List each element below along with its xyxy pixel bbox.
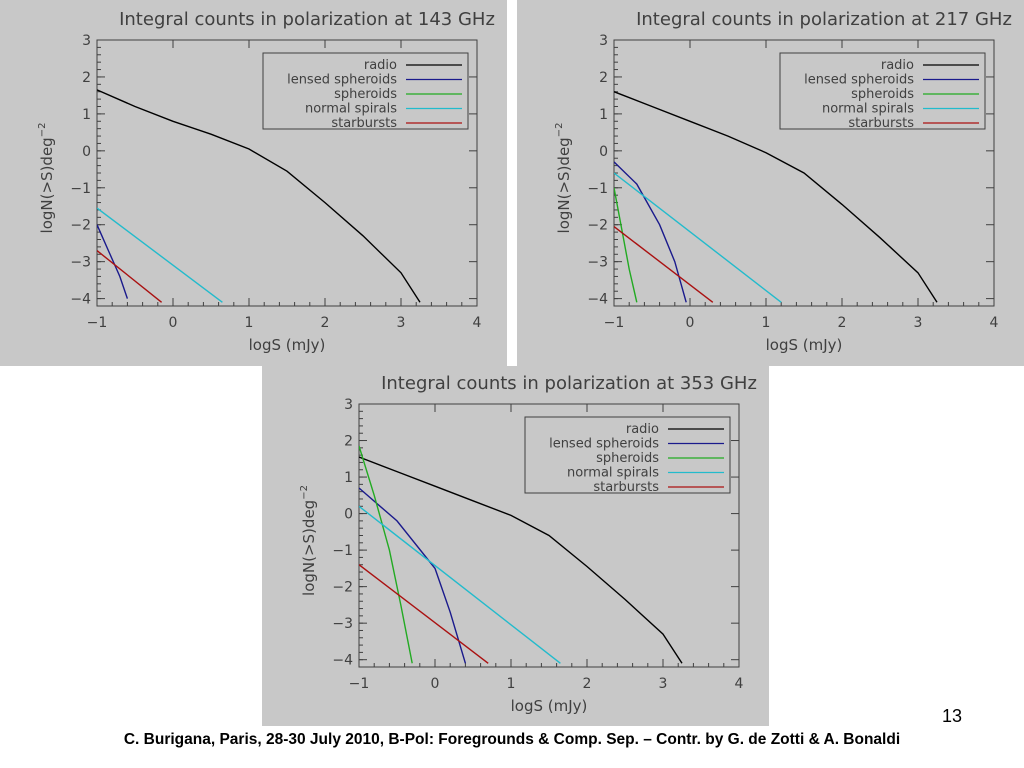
- y-tick-label: 2: [82, 70, 91, 86]
- legend-label-normal-spirals: normal spirals: [567, 466, 659, 481]
- legend-label-starbursts: starbursts: [848, 116, 914, 131]
- legend-box: [524, 416, 731, 494]
- x-tick-label: −1: [604, 315, 625, 331]
- y-tick-label: 3: [599, 33, 608, 49]
- legend-label-radio: radio: [881, 58, 914, 73]
- chart-panel-217ghz: Integral counts in polarization at 217 G…: [517, 0, 1024, 366]
- x-tick-label: 0: [169, 315, 178, 331]
- y-tick-label: 3: [344, 397, 353, 413]
- x-tick-label: −1: [87, 315, 108, 331]
- series-line-normal-spirals: [97, 207, 223, 303]
- x-tick-label: 1: [762, 315, 771, 331]
- x-tick-label: 3: [659, 676, 668, 692]
- legend-label-normal-spirals: normal spirals: [822, 102, 914, 117]
- y-tick-label: −3: [70, 255, 91, 271]
- chart-title: Integral counts in polarization at 217 G…: [636, 9, 1012, 30]
- y-tick-label: −1: [70, 181, 91, 197]
- series-line-starbursts: [359, 564, 489, 664]
- series-line-spheroids: [614, 187, 638, 303]
- chart-217ghz: Integral counts in polarization at 217 G…: [554, 9, 1012, 354]
- chart-353ghz: Integral counts in polarization at 353 G…: [299, 373, 757, 715]
- y-tick-label: 1: [344, 470, 353, 486]
- y-axis-label: logN(>S)deg−2: [299, 485, 318, 596]
- legend-label-spheroids: spheroids: [851, 87, 914, 102]
- x-tick-label: 2: [838, 315, 847, 331]
- legend-label-starbursts: starbursts: [593, 480, 659, 495]
- x-tick-label: 0: [686, 315, 695, 331]
- x-tick-label: 1: [507, 676, 516, 692]
- y-axis-label-exponent: −2: [299, 485, 310, 500]
- slide-number: 13: [941, 706, 962, 726]
- slide-footer: C. Burigana, Paris, 28-30 July 2010, B-P…: [123, 731, 901, 748]
- series-line-normal-spirals: [359, 505, 561, 664]
- y-tick-label: −2: [332, 580, 353, 596]
- chart-panel-353ghz: Integral counts in polarization at 353 G…: [262, 366, 769, 726]
- x-axis-label: logS (mJy): [249, 336, 326, 354]
- x-tick-label: 3: [397, 315, 406, 331]
- series-line-radio: [614, 91, 938, 303]
- y-tick-label: −2: [587, 218, 608, 234]
- x-tick-label: 4: [990, 315, 999, 331]
- chart-title: Integral counts in polarization at 353 G…: [381, 373, 757, 394]
- legend-box: [779, 52, 986, 130]
- legend-label-radio: radio: [364, 58, 397, 73]
- y-axis-label-exponent: −2: [37, 123, 48, 138]
- x-tick-label: 0: [431, 676, 440, 692]
- y-tick-label: −4: [587, 292, 608, 308]
- y-tick-label: 2: [344, 434, 353, 450]
- x-tick-label: 3: [914, 315, 923, 331]
- y-tick-label: −2: [70, 218, 91, 234]
- legend-label-lensed-spheroids: lensed spheroids: [804, 73, 914, 88]
- legend-label-radio: radio: [626, 422, 659, 437]
- y-axis-label-exponent: −2: [554, 123, 565, 138]
- series-line-lensed-spheroids: [614, 161, 687, 303]
- legend-label-lensed-spheroids: lensed spheroids: [287, 73, 397, 88]
- y-tick-label: −4: [332, 653, 353, 669]
- y-tick-label: 1: [599, 107, 608, 123]
- y-tick-label: 2: [599, 70, 608, 86]
- y-tick-label: −3: [587, 255, 608, 271]
- y-tick-label: 3: [82, 33, 91, 49]
- series-line-spheroids: [359, 445, 413, 664]
- legend-label-lensed-spheroids: lensed spheroids: [549, 437, 659, 452]
- x-tick-label: 1: [245, 315, 254, 331]
- x-tick-label: 4: [473, 315, 482, 331]
- legend-box: [262, 52, 469, 130]
- x-tick-label: 4: [735, 676, 744, 692]
- legend-label-normal-spirals: normal spirals: [305, 102, 397, 117]
- x-tick-label: 2: [321, 315, 330, 331]
- y-axis-label: logN(>S)deg−2: [554, 123, 573, 234]
- y-tick-label: 1: [82, 107, 91, 123]
- chart-title: Integral counts in polarization at 143 G…: [119, 9, 495, 30]
- y-tick-label: 0: [599, 144, 608, 160]
- series-line-lensed-spheroids: [359, 487, 467, 664]
- x-axis-label: logS (mJy): [511, 697, 588, 715]
- legend-label-spheroids: spheroids: [596, 451, 659, 466]
- series-line-starbursts: [97, 250, 163, 303]
- legend-label-spheroids: spheroids: [334, 87, 397, 102]
- series-line-normal-spirals: [614, 172, 782, 303]
- y-tick-label: −1: [332, 543, 353, 559]
- chart-panel-143ghz: Integral counts in polarization at 143 G…: [0, 0, 507, 366]
- y-tick-label: −4: [70, 292, 91, 308]
- x-tick-label: 2: [583, 676, 592, 692]
- y-axis-label: logN(>S)deg−2: [37, 123, 56, 234]
- x-tick-label: −1: [349, 676, 370, 692]
- y-tick-label: −1: [587, 181, 608, 197]
- chart-143ghz: Integral counts in polarization at 143 G…: [37, 9, 495, 354]
- y-tick-label: 0: [344, 507, 353, 523]
- x-axis-label: logS (mJy): [766, 336, 843, 354]
- series-line-radio: [359, 456, 683, 664]
- series-line-starbursts: [614, 226, 714, 303]
- y-tick-label: 0: [82, 144, 91, 160]
- legend-label-starbursts: starbursts: [331, 116, 397, 131]
- series-line-radio: [97, 89, 421, 303]
- y-tick-label: −3: [332, 616, 353, 632]
